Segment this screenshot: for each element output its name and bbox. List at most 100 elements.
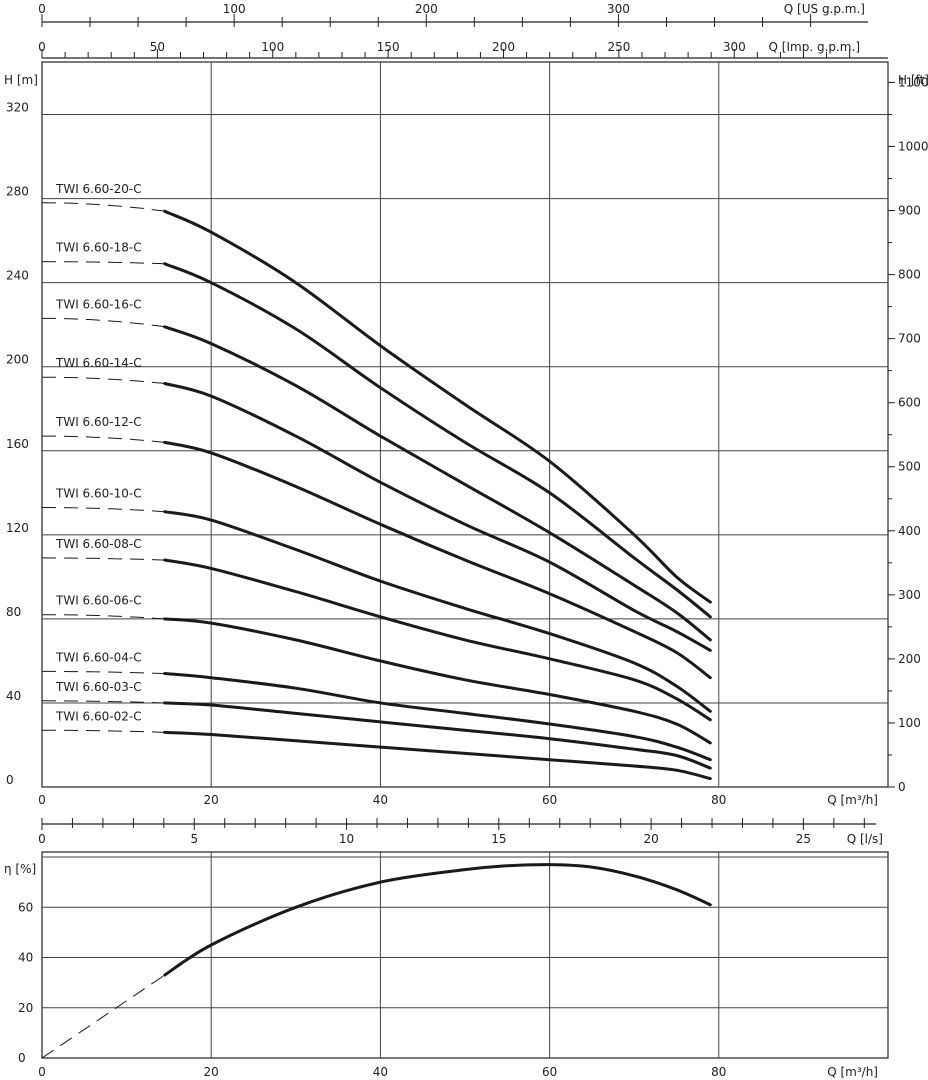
head-y-tick-label: 200 [6,353,29,367]
head-ft-tick-label: 900 [898,204,921,218]
eff-y-tick-label: 20 [18,1001,33,1015]
head-curve [163,325,712,642]
head-y-tick-label: 80 [6,605,21,619]
head-shutoff-dash [42,317,165,328]
eff-x-tick-label: 60 [542,1065,557,1079]
head-y2-axis-title: H [ft] [898,73,928,87]
imp-gpm-tick-label: 150 [377,40,400,54]
head-shutoff-dash [41,376,165,384]
eff-x-tick-label: 20 [204,1065,219,1079]
imp-gpm-tick-label: 250 [607,40,630,54]
head-x-tick-label: 40 [373,793,388,807]
ls-tick-label: 25 [796,832,811,846]
head-y-tick-label: 280 [6,185,29,199]
head-y-tick-label: 320 [6,101,29,115]
eff-x-tick-label: 80 [711,1065,726,1079]
us-gpm-tick-label: 300 [607,2,630,16]
head-y-tick-label: 160 [6,437,29,451]
head-curve-label: TWI 6.60-08-C [55,537,142,551]
head-curve [163,617,712,745]
ls-tick-label: 20 [643,832,658,846]
eff-y-tick-label: 40 [18,951,33,965]
head-curve [163,701,712,770]
top-flow-axes: 0 100 200 300 Q [US g.p.m.] 0 50 100 150 200 250 30… [38,2,888,59]
eff-plot-frame [41,851,889,1059]
ls-tick-label: 10 [339,832,354,846]
head-curve [163,440,712,680]
head-curve [163,262,712,619]
head-curve [163,510,712,713]
head-curve-label: TWI 6.60-14-C [55,356,142,370]
head-curve-label: TWI 6.60-20-C [55,182,142,196]
head-curve [163,558,712,722]
imp-gpm-tick-label: 200 [492,40,515,54]
head-curve-label: TWI 6.60-03-C [55,680,142,694]
imp-gpm-tick-label: 300 [723,40,746,54]
eff-x-tick-label: 0 [38,1065,46,1079]
head-shutoff-dash [42,729,165,733]
head-shutoff-dash [41,506,165,513]
head-curve-label: TWI 6.60-12-C [55,415,142,429]
head-curve [163,382,712,652]
head-curve [163,209,712,604]
head-y-tick-label: 0 [6,773,14,787]
head-shutoff-dash [41,614,165,620]
eff-y-tick-label: 60 [18,900,33,914]
ls-tick-label: 15 [491,832,506,846]
head-x-tick-label: 20 [204,793,219,807]
head-x-tick-label: 60 [542,793,557,807]
us-gpm-tick-label: 100 [223,2,246,16]
head-ft-tick-label: 300 [898,588,921,602]
us-gpm-axis-title: Q [US g.p.m.] [784,2,865,16]
eff-x-tick-label: 40 [373,1065,388,1079]
head-curve-label: TWI 6.60-16-C [55,297,142,311]
head-curve-label: TWI 6.60-04-C [55,650,142,664]
imp-gpm-tick-label: 0 [38,40,46,54]
us-gpm-tick-label: 0 [38,2,46,16]
head-shutoff-dash [41,261,165,265]
head-ft-tick-label: 0 [898,780,906,794]
efficiency-dash [41,974,165,1059]
head-shutoff-dash [41,557,165,561]
ls-tick-label: 5 [190,832,198,846]
head-ft-tick-label: 1100 [898,75,928,89]
ls-axis-title: Q [l/s] [847,832,883,846]
head-y-tick-label: 240 [6,269,29,283]
us-gpm-tick-label: 200 [415,2,438,16]
head-shutoff-dash [41,202,165,212]
ls-tick-label: 0 [38,832,46,846]
head-ft-tick-label: 200 [898,652,921,666]
head-ft-tick-label: 1000 [898,139,928,153]
head-x-tick-label: 80 [711,793,726,807]
imp-gpm-axis-title: Q [Imp. g.p.m.] [769,40,860,54]
head-curve-label: TWI 6.60-18-C [55,241,142,255]
head-ft-tick-label: 600 [898,396,921,410]
head-ft-tick-label: 800 [898,268,921,282]
efficiency-curve [163,863,712,977]
imp-gpm-tick-label: 50 [150,40,165,54]
head-y-axis-title: H [m] [4,73,38,87]
head-curve [163,730,712,781]
head-ft-tick-label: 400 [898,524,921,538]
eff-y-axis-title: η [%] [4,862,36,876]
head-shutoff-dash [42,670,165,674]
head-ft-tick-label: 500 [898,460,921,474]
head-plot-frame [41,61,889,788]
liters-per-second-axis: 0 5 10 15 20 25 Q [l/s] [38,818,883,846]
head-y-tick-label: 40 [6,689,21,703]
head-curve [163,672,712,762]
head-curve-label: TWI 6.60-10-C [55,487,142,501]
eff-x-axis-title: Q [m³/h] [827,1065,878,1079]
imp-gpm-tick-label: 100 [261,40,284,54]
head-shutoff-dash [42,435,165,443]
eff-y-tick-label: 0 [18,1051,26,1065]
head-x-axis-title: Q [m³/h] [827,793,878,807]
head-ft-tick-label: 700 [898,332,921,346]
efficiency-plot: 0 20 40 60 η [%] 0 20 40 60 80 Q [m³/h] [4,851,889,1079]
head-curve-label: TWI 6.60-06-C [55,594,142,608]
head-curve-label: TWI 6.60-02-C [55,709,142,723]
head-x-tick-label: 0 [38,793,46,807]
head-y-tick-label: 120 [6,521,29,535]
